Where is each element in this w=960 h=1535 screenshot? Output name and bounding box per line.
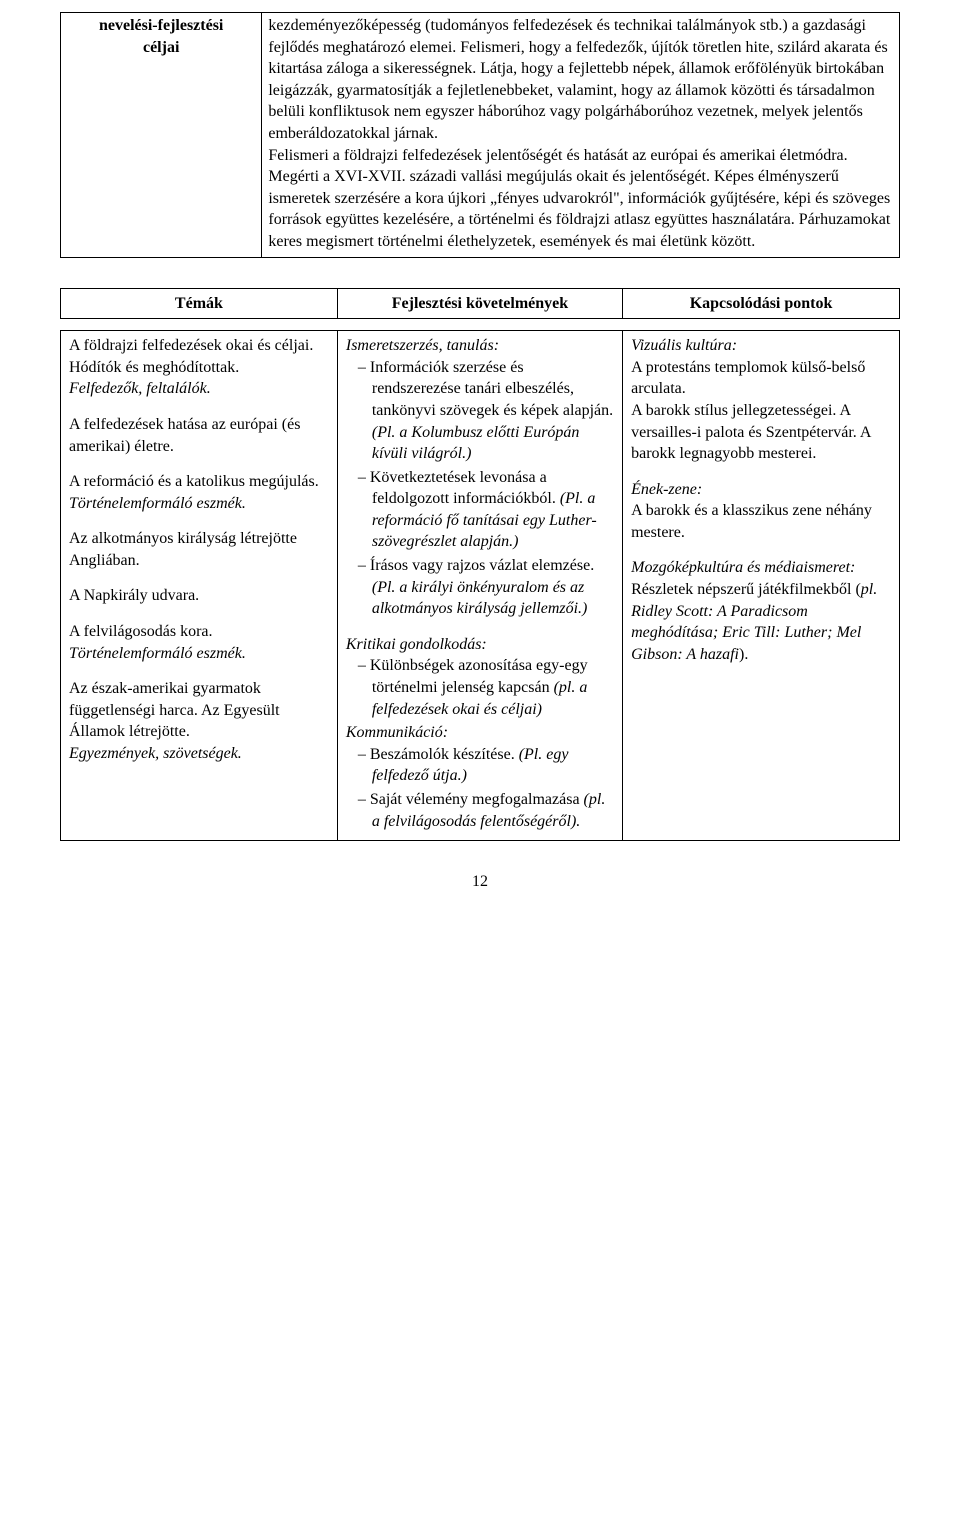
header-topics: Témák	[61, 288, 338, 319]
c3-h2: Ének-zene:	[631, 481, 702, 498]
topics-cell: A földrajzi felfedezések okai és céljai.…	[61, 331, 338, 841]
topics-table: Témák Fejlesztési követelmények Kapcsoló…	[60, 288, 900, 842]
c3-h3: Mozgóképkultúra és médiaismeret:	[631, 559, 855, 576]
c3-p1b: A barokk stílus jellegzetességei. A vers…	[631, 402, 870, 462]
c1-p2: A felfedezések hatása az európai (és ame…	[69, 414, 329, 457]
goals-left-cell: nevelési-fejlesztési céljai	[61, 13, 262, 258]
c1-p1a: A földrajzi felfedezések okai és céljai.…	[69, 337, 313, 376]
c2-h2: Kritikai gondolkodás:	[346, 634, 614, 656]
c1-p3b: Történelemformáló eszmék.	[69, 495, 246, 512]
c1-p6b: Történelemformáló eszmék.	[69, 645, 246, 662]
c1-p7b: Egyezmények, szövetségek.	[69, 745, 242, 762]
c3-p3a: Részletek népszerű játékfilmekből (	[631, 581, 861, 598]
requirements-cell: Ismeretszerzés, tanulás: Információk sze…	[337, 331, 622, 841]
header-connections: Kapcsolódási pontok	[623, 288, 900, 319]
goals-right-cell: kezdeményezőképesség (tudományos felfede…	[262, 13, 900, 258]
body-row: A földrajzi felfedezések okai és céljai.…	[61, 331, 900, 841]
c3-p3c: ).	[739, 646, 748, 663]
c2-li2: Következtetések levonása a feldolgozott …	[358, 467, 614, 553]
goals-left-line2: céljai	[143, 39, 179, 56]
c2-li6: Saját vélemény megfogalmazása (pl. a fel…	[358, 789, 614, 832]
c2-li1: Információk szerzése és rendszerezése ta…	[358, 357, 614, 465]
c2-h1: Ismeretszerzés, tanulás:	[346, 335, 614, 357]
c3-p2: A barokk és a klasszikus zene néhány mes…	[631, 502, 872, 541]
c2-li3: Írásos vagy rajzos vázlat elemzése. (Pl.…	[358, 555, 614, 620]
goals-right-text: kezdeményezőképesség (tudományos felfede…	[268, 17, 890, 250]
connections-cell: Vizuális kultúra: A protestáns templomok…	[623, 331, 900, 841]
c2-h3: Kommunikáció:	[346, 722, 614, 744]
c3-h1: Vizuális kultúra:	[631, 337, 737, 354]
c2-li4: Különbségek azonosítása egy-egy történel…	[358, 655, 614, 720]
c1-p5: A Napkirály udvara.	[69, 585, 329, 607]
c1-p6a: A felvilágosodás kora.	[69, 623, 213, 640]
c1-p4: Az alkotmányos királyság létrejötte Angl…	[69, 528, 329, 571]
c1-p1b: Felfedezők, feltalálók.	[69, 380, 211, 397]
c2-li5: Beszámolók készítése. (Pl. egy felfedező…	[358, 744, 614, 787]
goals-table: nevelési-fejlesztési céljai kezdeményező…	[60, 12, 900, 258]
header-requirements: Fejlesztési követelmények	[337, 288, 622, 319]
header-row: Témák Fejlesztési követelmények Kapcsoló…	[61, 288, 900, 319]
c1-p7a: Az észak-amerikai gyarmatok függetlenség…	[69, 680, 280, 740]
c1-p3a: A reformáció és a katolikus megújulás.	[69, 473, 319, 490]
c3-p1: A protestáns templomok külső-belső arcul…	[631, 359, 865, 398]
goals-left-line1: nevelési-fejlesztési	[99, 17, 223, 34]
page-number: 12	[60, 871, 900, 893]
